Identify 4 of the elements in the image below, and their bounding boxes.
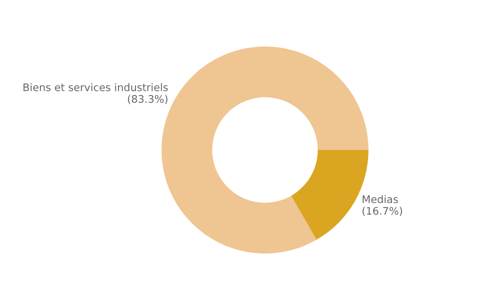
slice-label: Medias [362, 195, 398, 204]
slice-label: Biens et services industriels [24, 83, 168, 92]
data-label: (83.3%) [128, 94, 168, 104]
data-label: (16.7%) [362, 206, 402, 216]
